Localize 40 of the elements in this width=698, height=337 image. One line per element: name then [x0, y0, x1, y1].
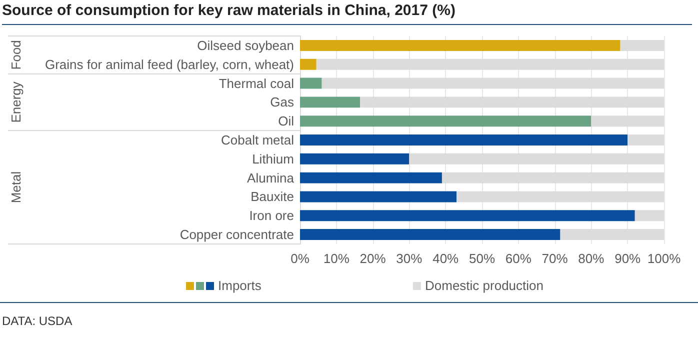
chart-title: Source of consumption for key raw materials in China, 2017 (%) — [2, 2, 692, 25]
y-tick-label: Copper concentrate — [180, 227, 294, 242]
x-tick-label: 0% — [290, 251, 310, 266]
x-tick-label: 80% — [578, 251, 605, 266]
y-tick-label: Iron ore — [249, 208, 294, 224]
bar — [300, 116, 592, 127]
text: Metal — [8, 171, 24, 204]
x-tick-label: 10% — [323, 251, 350, 266]
y-tick-label: Thermal coal — [218, 76, 294, 91]
x-tick-label: 60% — [505, 251, 532, 266]
y-tick-label: Alumina — [247, 170, 295, 186]
legend-label: Imports — [218, 278, 262, 293]
y-tick-label: Oil — [278, 114, 294, 129]
bar — [300, 153, 410, 164]
bar — [300, 96, 360, 108]
y-tick-label: Bauxite — [250, 189, 294, 204]
y-tick-label: Gas — [270, 94, 294, 110]
y-tick-label: Oilseed soybean — [197, 38, 294, 53]
y-tick-label: Cobalt metal — [221, 132, 294, 148]
text: Food — [8, 40, 24, 70]
bar — [300, 134, 628, 146]
bar — [300, 191, 457, 202]
legend-label: Domestic production — [425, 278, 544, 293]
bar — [300, 40, 620, 51]
x-tick-label: 100% — [647, 251, 682, 266]
bar — [300, 78, 322, 89]
y-tick-label: Lithium — [252, 151, 294, 166]
bar — [300, 172, 442, 184]
y-tick-label: Grains for animal feed (barley, corn, wheat) — [44, 56, 294, 72]
x-tick-label: 50% — [468, 251, 496, 266]
x-tick-label: 20% — [360, 251, 386, 266]
text: Energy — [8, 81, 24, 123]
x-tick-label: 90% — [614, 251, 642, 266]
bar — [300, 229, 560, 240]
x-tick-label: 40% — [432, 251, 460, 266]
text: DATA: USDA — [2, 314, 72, 328]
bar — [300, 58, 316, 70]
x-tick-label: 70% — [542, 251, 568, 266]
x-tick-label: 30% — [396, 251, 423, 266]
bar — [300, 210, 635, 222]
